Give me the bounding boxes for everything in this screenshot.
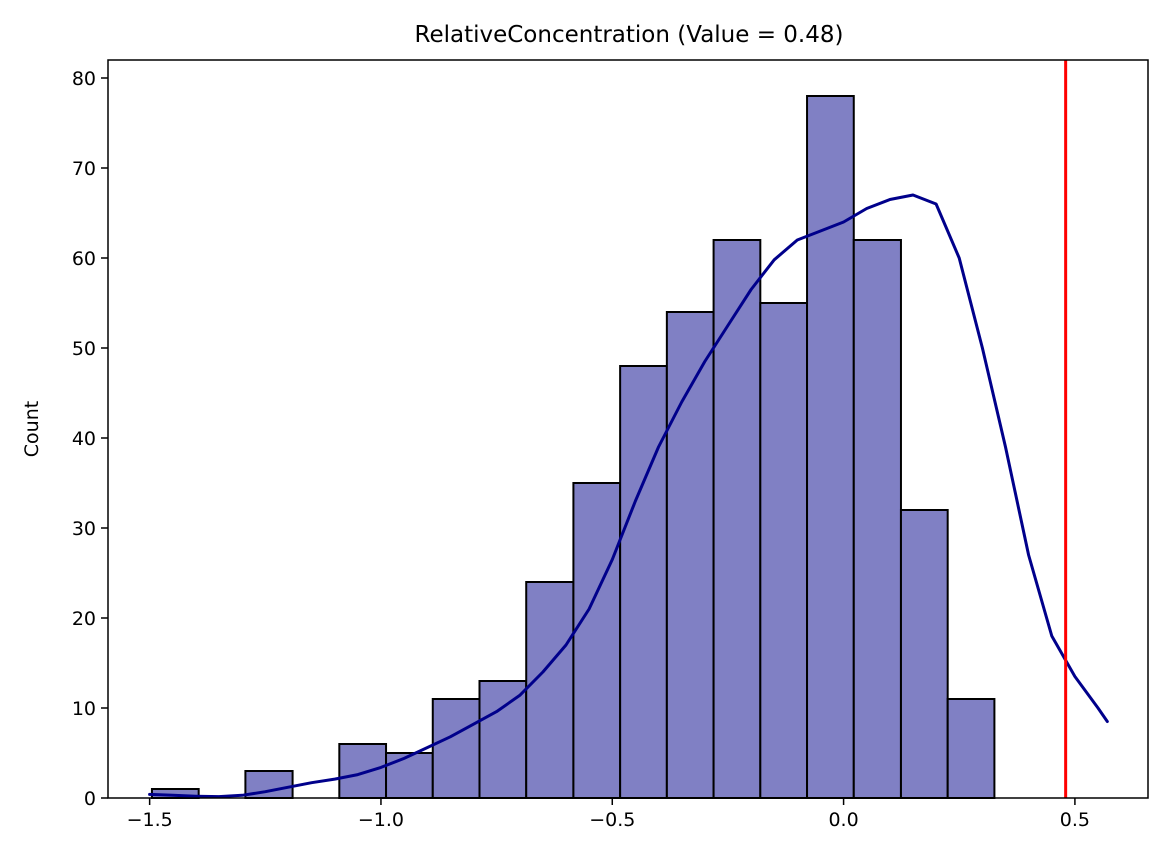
histogram-bar [946, 698, 996, 799]
y-tick-label: 30 [72, 518, 96, 540]
y-tick-label: 0 [84, 788, 96, 810]
plot-frame [107, 59, 1149, 799]
y-tick-label: 60 [72, 248, 96, 270]
y-tick-label: 70 [72, 158, 96, 180]
y-axis-label: Count [21, 401, 43, 457]
histogram-bar [385, 752, 434, 799]
y-tick-label: 80 [72, 68, 96, 90]
y-axis-ticks: 0 10 20 30 40 50 60 70 80 [72, 68, 108, 810]
histogram-bar [478, 680, 528, 799]
x-tick-label: 0.0 [828, 809, 858, 831]
histogram-bar [899, 509, 949, 799]
histogram-bar [619, 365, 668, 799]
y-tick-label: 50 [72, 338, 96, 360]
y-tick-label: 40 [72, 428, 96, 450]
chart-title: RelativeConcentration (Value = 0.48) [415, 22, 844, 48]
histogram-bar [572, 482, 622, 799]
histogram-bar [525, 581, 575, 799]
y-tick-label: 20 [72, 608, 96, 630]
histogram-bar [338, 743, 388, 799]
kde-curve [148, 193, 1109, 799]
x-tick-label: −1.0 [358, 809, 404, 831]
y-tick-label: 10 [72, 698, 96, 720]
kde-curve-group [148, 193, 1109, 799]
histogram-bar [759, 302, 809, 799]
histogram-bar [852, 239, 902, 799]
histogram-bar [431, 698, 481, 799]
x-tick-label: 0.5 [1060, 809, 1090, 831]
x-axis-ticks: −1.5 −1.0 −0.5 0.0 0.5 [127, 798, 1090, 831]
x-tick-label: −1.5 [127, 809, 173, 831]
histogram-bars [150, 95, 996, 799]
histogram-bar [712, 239, 762, 799]
x-tick-label: −0.5 [589, 809, 635, 831]
histogram-bar [806, 95, 855, 799]
